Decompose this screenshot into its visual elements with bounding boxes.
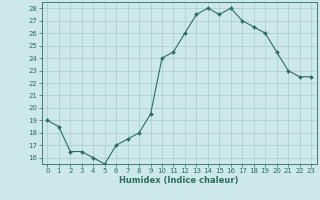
X-axis label: Humidex (Indice chaleur): Humidex (Indice chaleur) [119,176,239,185]
